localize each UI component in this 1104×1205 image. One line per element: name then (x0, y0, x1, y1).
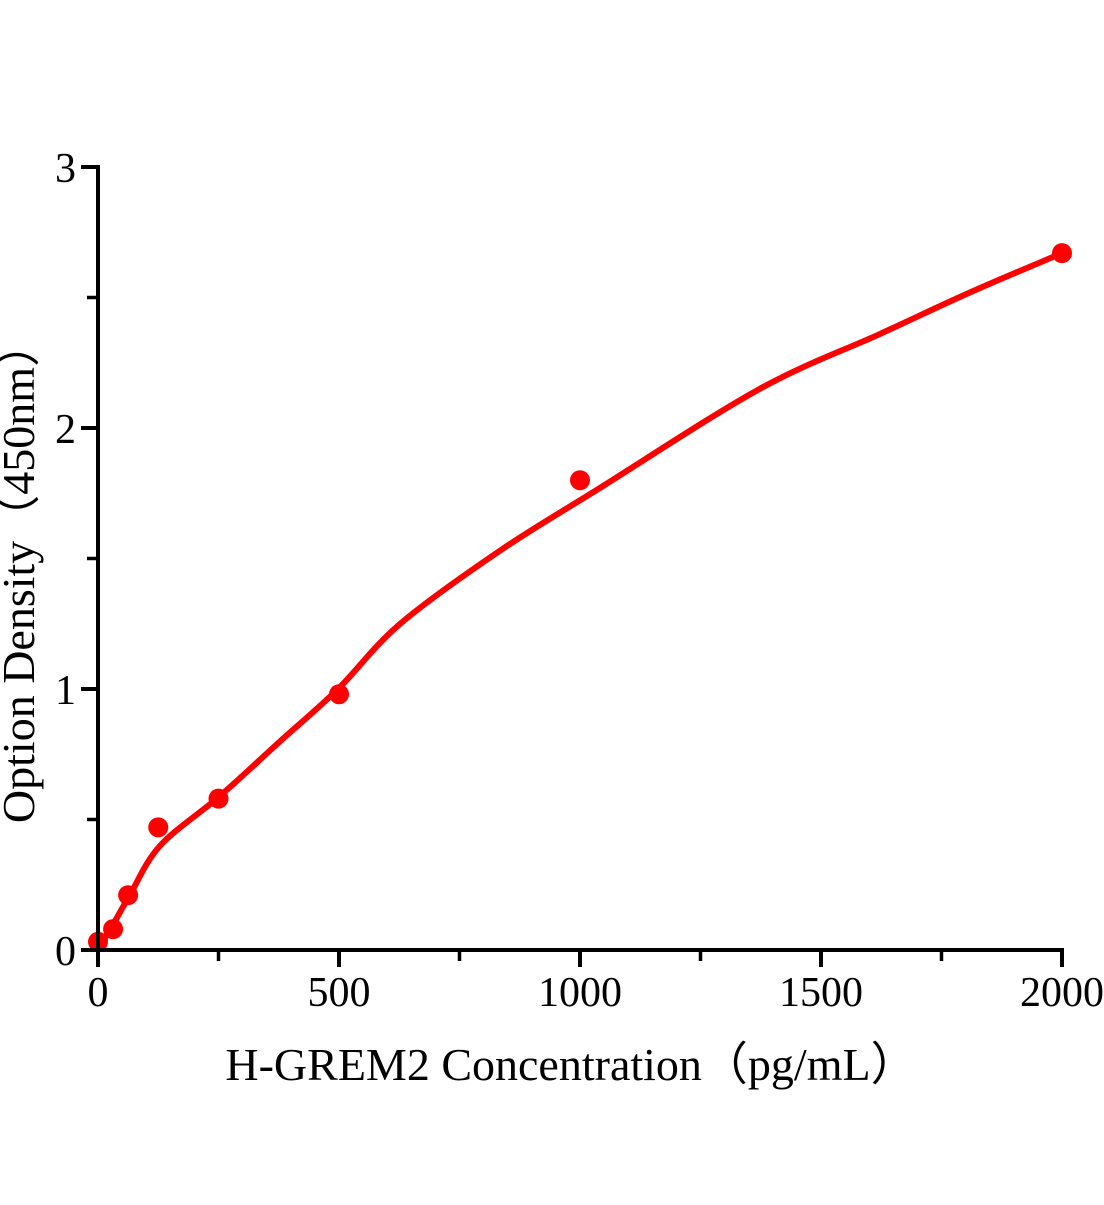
fit-curve (95, 250, 1064, 952)
data-point (208, 788, 229, 809)
y-axis-title: Option Density（450nm） (0, 321, 44, 823)
y-tick-label: 2 (55, 407, 76, 453)
data-point (118, 885, 139, 906)
data-point (103, 919, 124, 940)
x-tick-label: 500 (308, 970, 371, 1016)
data-point (148, 817, 169, 838)
x-axis-title: H-GREM2 Concentration（pg/mL） (225, 1039, 916, 1090)
y-tick-label: 3 (55, 146, 76, 192)
y-tick-label: 1 (55, 668, 76, 714)
x-tick-label: 0 (88, 970, 109, 1016)
data-point (570, 470, 590, 491)
x-tick-label: 1500 (779, 970, 863, 1016)
x-tick-label: 2000 (1020, 970, 1104, 1016)
series-layer (88, 243, 1072, 952)
data-point (1052, 243, 1072, 264)
data-point (329, 684, 349, 705)
y-tick-label: 0 (55, 929, 76, 975)
x-tick-label: 1000 (538, 970, 622, 1016)
axes-layer: 0 500 1000 1500 2000 0 1 2 3 (55, 146, 1104, 1016)
